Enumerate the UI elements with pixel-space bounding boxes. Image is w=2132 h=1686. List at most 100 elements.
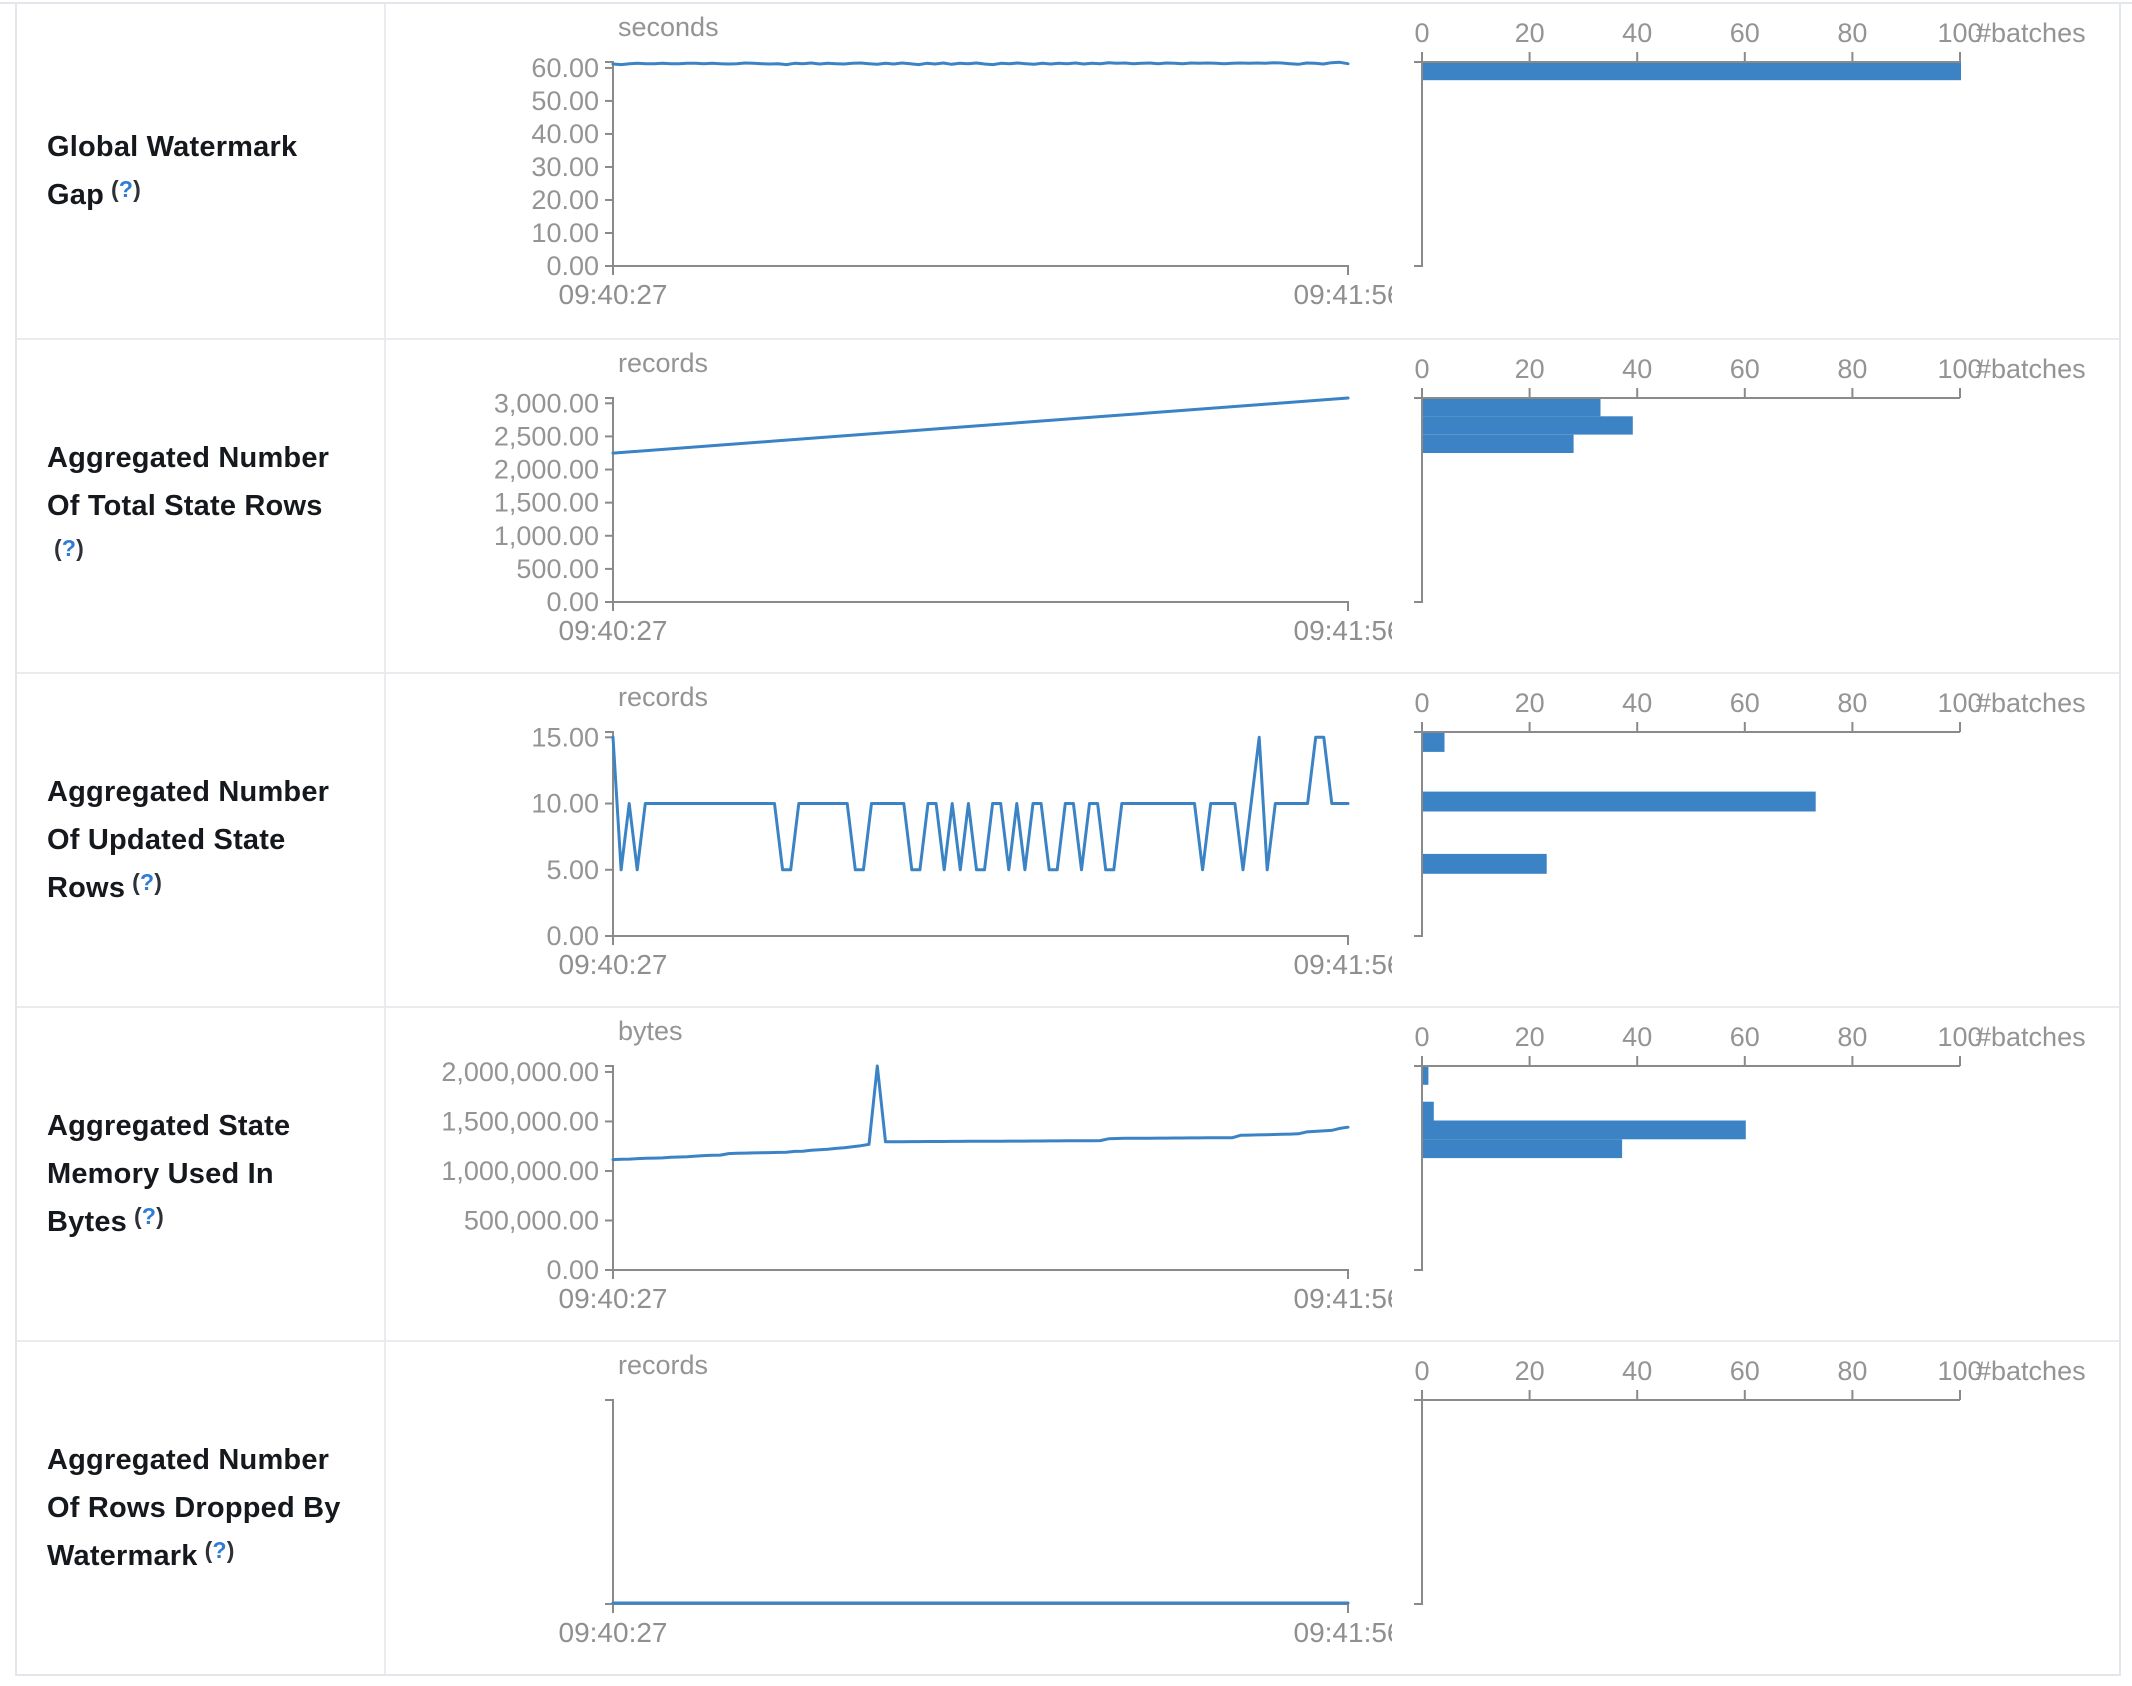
batch-histogram-chart: 0 20 40 60 80 100#batches xyxy=(1414,1022,2086,1271)
histogram-x-tick-label: 60 xyxy=(1730,1356,1760,1386)
batch-histogram-chart: 0 20 40 60 80 100#batches xyxy=(1414,354,2086,603)
histogram-x-tick-label: 0 xyxy=(1414,1356,1429,1386)
histogram-y-axis xyxy=(1414,397,1423,603)
metric-series-line xyxy=(611,60,1350,67)
histogram-bar xyxy=(1423,853,1547,874)
x-start-label: 09:40:27 xyxy=(559,1617,668,1648)
metric-label-cell: Aggregated State Memory Used In Bytes (?) xyxy=(17,1008,386,1340)
help-question-icon[interactable]: ? xyxy=(61,534,77,561)
metric-name-text: Global Watermark Gap xyxy=(47,130,298,211)
y-tick-label: 500.00 xyxy=(516,554,599,584)
x-axis xyxy=(612,1269,1349,1279)
histogram-bar xyxy=(1423,398,1601,417)
batch-histogram-chart: 0 20 40 60 80 100#batches xyxy=(1414,1356,2086,1605)
histogram-x-tick-label: 80 xyxy=(1837,1356,1867,1386)
y-tick-label: 30.00 xyxy=(531,152,599,182)
histogram-bar xyxy=(1423,791,1816,812)
histogram-bar xyxy=(1423,1101,1434,1121)
streaming-metrics-table: Global Watermark Gap (?) seconds 0.00 10.00 2… xyxy=(15,2,2121,1676)
histogram-x-tick-label: 20 xyxy=(1515,1356,1545,1386)
help-question-icon[interactable]: ? xyxy=(140,868,155,895)
y-tick-label: 2,500.00 xyxy=(494,421,599,451)
help-question-icon[interactable]: ? xyxy=(141,1202,157,1229)
histogram-x-tick-label: 100 xyxy=(1937,688,1982,718)
metric-name: Aggregated State Memory Used In Bytes (?) xyxy=(47,1102,358,1247)
x-axis xyxy=(612,265,1349,275)
timeline-chart: records 09:40:27 09:41:56 xyxy=(559,1350,1393,1648)
y-tick-label: 1,500.00 xyxy=(494,488,599,518)
histogram-y-axis xyxy=(1414,731,1423,937)
timeline-chart: records 0.00500.001,000.001,500.002,000.0… xyxy=(494,348,1392,646)
metric-name-text: Aggregated Number Of Rows Dropped By Wat… xyxy=(47,1443,341,1572)
y-axis xyxy=(605,1399,614,1605)
histogram-x-tick-label: 0 xyxy=(1414,18,1429,48)
metric-label-cell: Aggregated Number Of Rows Dropped By Wat… xyxy=(17,1342,386,1674)
histogram-x-tick-label: 100 xyxy=(1937,18,1982,48)
timeline-chart: records 0.00 5.00 10.00 15.00 09:40:27 09:41:5… xyxy=(531,682,1392,980)
y-axis xyxy=(605,1065,614,1271)
batches-unit-label: #batches xyxy=(1976,1356,2086,1386)
charts-cell: records 0.00 500.00 1,000.00 1,500.00 2,000.0… xyxy=(386,340,2119,672)
y-tick-label: 0.00 xyxy=(546,1255,599,1285)
help-tooltip[interactable]: (?) xyxy=(54,534,84,561)
y-axis xyxy=(605,61,614,267)
x-end-label: 09:41:56 xyxy=(1294,1283,1393,1314)
metric-name-text: Aggregated State Memory Used In Bytes xyxy=(47,1109,291,1238)
metric-row: Aggregated Number Of Rows Dropped By Wat… xyxy=(17,1340,2119,1674)
charts-cell: bytes 0.00 500,000.00 1,000,000.00 1,500,000… xyxy=(386,1008,2119,1340)
histogram-x-tick-label: 60 xyxy=(1730,18,1760,48)
help-tooltip[interactable]: (?) xyxy=(111,175,141,202)
histogram-bar xyxy=(1423,416,1633,435)
y-tick-label: 2,000,000.00 xyxy=(441,1057,599,1087)
y-tick-label: 2,000.00 xyxy=(494,455,599,485)
timeline-unit-label: records xyxy=(618,1350,708,1380)
batch-histogram-chart: 0 20 40 60 80 100#batches xyxy=(1414,18,2086,267)
metric-name-text: Aggregated Number Of Updated State Rows xyxy=(47,775,330,904)
metric-row: Aggregated State Memory Used In Bytes (?)… xyxy=(17,1006,2119,1340)
histogram-x-tick-label: 40 xyxy=(1622,1022,1652,1052)
batches-unit-label: #batches xyxy=(1976,18,2086,48)
metric-row: Aggregated Number Of Total State Rows (?)… xyxy=(17,338,2119,672)
y-tick-label: 1,000,000.00 xyxy=(441,1156,599,1186)
x-start-label: 09:40:27 xyxy=(559,615,668,646)
metric-name: Aggregated Number Of Total State Rows (?) xyxy=(47,434,358,579)
timeline-chart: bytes 0.00 500,000.00 1,000,000.00 1,500,000… xyxy=(441,1016,1393,1314)
y-tick-label: 50.00 xyxy=(531,86,599,116)
histogram-x-tick-label: 60 xyxy=(1730,1022,1760,1052)
histogram-x-tick-label: 20 xyxy=(1515,354,1545,384)
help-question-icon[interactable]: ? xyxy=(212,1536,227,1563)
metric-name: Aggregated Number Of Updated State Rows(… xyxy=(47,768,358,913)
timeline-chart: seconds 0.0010.0020.0030.0040.0050.0060.0… xyxy=(531,12,1393,310)
histogram-bar xyxy=(1423,1139,1623,1159)
histogram-x-tick-label: 80 xyxy=(1837,354,1867,384)
histogram-x-tick-label: 40 xyxy=(1622,18,1652,48)
help-tooltip[interactable]: (?) xyxy=(132,868,163,895)
histogram-y-axis xyxy=(1414,61,1423,267)
histogram-x-tick-label: 40 xyxy=(1622,688,1652,718)
timeline-unit-label: seconds xyxy=(618,12,719,42)
histogram-bar xyxy=(1423,62,1961,81)
y-tick-label: 1,000.00 xyxy=(494,521,599,551)
histogram-x-tick-label: 80 xyxy=(1837,18,1867,48)
metric-name: Aggregated Number Of Rows Dropped By Wat… xyxy=(47,1436,358,1581)
metric-row: Global Watermark Gap (?) seconds 0.00 10.00 2… xyxy=(17,4,2119,338)
histogram-x-tick-label: 80 xyxy=(1837,1022,1867,1052)
metric-series-line xyxy=(611,396,1350,455)
metric-label-cell: Aggregated Number Of Updated State Rows(… xyxy=(17,674,386,1006)
y-tick-label: 0.00 xyxy=(546,251,599,281)
metric-series-line xyxy=(611,1064,1350,1162)
histogram-x-tick-label: 20 xyxy=(1515,1022,1545,1052)
x-axis xyxy=(612,935,1349,945)
histogram-bar xyxy=(1423,1066,1429,1085)
help-tooltip[interactable]: (?) xyxy=(134,1202,164,1229)
histogram-x-tick-label: 80 xyxy=(1837,688,1867,718)
y-tick-label: 500,000.00 xyxy=(464,1205,599,1235)
help-question-icon[interactable]: ? xyxy=(118,175,134,202)
metric-series-line xyxy=(611,735,1350,872)
histogram-x-tick-label: 60 xyxy=(1730,354,1760,384)
metric-name: Global Watermark Gap (?) xyxy=(47,123,358,220)
charts-cell: records 09:40:27 09:41:56 0 20 40 60 80 100 #batc… xyxy=(386,1342,2119,1674)
x-end-label: 09:41:56 xyxy=(1294,279,1393,310)
y-tick-label: 20.00 xyxy=(531,185,599,215)
help-tooltip[interactable]: (?) xyxy=(204,1536,235,1563)
